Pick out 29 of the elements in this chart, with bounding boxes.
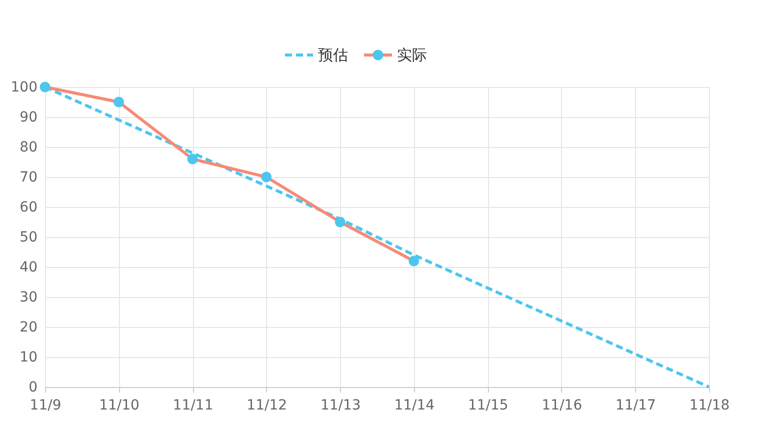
point (114, 96, 124, 108)
y-tick-label: 40 (20, 260, 38, 276)
x-tick-label: 11/10 (99, 398, 140, 414)
x-tick-label: 11/17 (616, 398, 656, 414)
y-tick-label: 100 (10, 80, 38, 96)
y-tick-label: 20 (20, 320, 38, 336)
x-tick-label: 11/11 (172, 398, 214, 414)
point (261, 172, 272, 182)
point (40, 82, 50, 92)
y-tick-label: 50 (20, 230, 38, 246)
x-tick-label: 11/15 (468, 398, 508, 414)
point (408, 256, 420, 266)
point (187, 154, 198, 164)
legend-label: 实际 (397, 46, 427, 64)
x-tick-label: 11/14 (394, 398, 435, 414)
point (334, 216, 346, 228)
y-tick-label: 60 (20, 200, 38, 216)
x-tick-label: 11/18 (689, 398, 730, 414)
y-tick-label: 0 (28, 380, 38, 396)
x-tick-label: 11/16 (542, 398, 582, 414)
y-tick-label: 30 (20, 290, 38, 306)
y-tick-label: 80 (20, 140, 38, 156)
y-tick-label: 90 (20, 110, 38, 126)
x-tick-label: 11/13 (320, 398, 361, 414)
y-tick-label: 10 (20, 350, 38, 366)
y-tick-label: 70 (20, 170, 38, 186)
legend-label: 预估 (318, 46, 348, 64)
x-tick-label: 11/12 (246, 398, 288, 414)
x-tick-label: 11/9 (30, 398, 62, 414)
